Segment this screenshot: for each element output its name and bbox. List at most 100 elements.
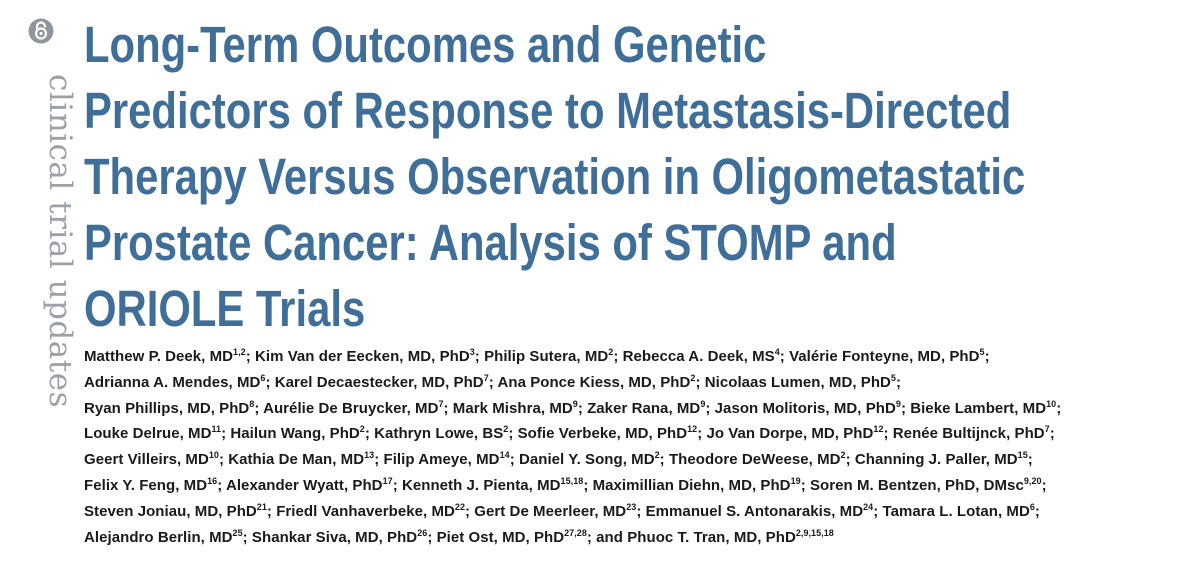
author-name: Hailun Wang, PhD bbox=[230, 425, 360, 443]
author-affiliation: 17 bbox=[382, 475, 393, 486]
author-affiliation: 9 bbox=[700, 398, 706, 409]
author: Kim Van der Eecken, MD, PhD3 bbox=[255, 348, 475, 366]
author-name: Karel Decaestecker, MD, PhD bbox=[274, 373, 484, 391]
author-affiliation: 13 bbox=[364, 450, 375, 461]
author-affiliation: 2 bbox=[654, 450, 660, 461]
author-name: Valérie Fonteyne, MD, PhD bbox=[789, 348, 980, 365]
author-separator: ; bbox=[374, 451, 384, 469]
author-name: Renée Bultijnck, PhD bbox=[892, 425, 1045, 443]
author: Ryan Phillips, MD, PhD8 bbox=[84, 398, 255, 417]
author-name: Felix Y. Feng, MD bbox=[84, 476, 208, 494]
author-name: Zaker Rana, MD bbox=[587, 399, 701, 417]
author-affiliation: 2 bbox=[690, 372, 696, 383]
author-affiliation: 22 bbox=[454, 501, 466, 512]
author: Ana Ponce Kiess, MD, PhD2 bbox=[497, 372, 696, 391]
author-separator: ; bbox=[636, 502, 646, 520]
author-affiliation: 9 bbox=[572, 398, 578, 409]
author: Philip Sutera, MD2 bbox=[484, 348, 613, 366]
author-affiliation: 2 bbox=[359, 424, 365, 435]
author-separator: ; bbox=[883, 425, 893, 443]
author: Piet Ost, MD, PhD27,28 bbox=[436, 528, 587, 546]
author-line: Alejandro Berlin, MD25; Shankar Siva, MD… bbox=[84, 525, 1190, 551]
author-affiliation: 25 bbox=[232, 527, 243, 538]
author-affiliation: 12 bbox=[873, 424, 884, 435]
author-line: Adrianna A. Mendes, MD6; Karel Decaestec… bbox=[84, 370, 1190, 396]
author: Emmanuel S. Antonarakis, MD24 bbox=[646, 501, 874, 520]
author: Alejandro Berlin, MD25 bbox=[84, 527, 243, 546]
author-name: Phuoc T. Tran, MD, PhD bbox=[627, 528, 796, 546]
author-name: Rebecca A. Deek, MS bbox=[622, 348, 775, 365]
author-separator: ; bbox=[800, 476, 810, 494]
author: Friedl Vanhaverbeke, MD22 bbox=[276, 501, 466, 520]
author-separator: ; bbox=[443, 399, 453, 417]
author: Theodore DeWeese, MD2 bbox=[668, 451, 846, 469]
author-separator: ; bbox=[218, 451, 229, 469]
author-separator: ; bbox=[900, 399, 911, 417]
author-name: Gert De Meerleer, MD bbox=[474, 502, 627, 520]
author: Mark Mishra, MD9 bbox=[453, 398, 578, 417]
author: Zaker Rana, MD9 bbox=[587, 398, 706, 417]
author: Aurélie De Bruycker, MD7 bbox=[263, 398, 444, 417]
author: Filip Ameye, MD14 bbox=[384, 450, 510, 469]
title-line: Prostate Cancer: Analysis of STOMP and bbox=[84, 214, 897, 271]
author-affiliation: 5 bbox=[979, 347, 985, 357]
author-affiliation: 2,9,15,18 bbox=[795, 527, 834, 538]
author-name: Piet Ost, MD, PhD bbox=[436, 528, 565, 546]
author-separator: ; bbox=[1027, 451, 1033, 469]
title-line: ORIOLE Trials bbox=[84, 280, 366, 337]
author-separator: ; bbox=[245, 348, 255, 365]
author-separator: ; bbox=[364, 425, 375, 443]
author-affiliation: 9 bbox=[895, 398, 901, 409]
author: Matthew P. Deek, MD1,2 bbox=[84, 347, 246, 366]
author-affiliation: 10 bbox=[208, 450, 219, 461]
author-affiliation: 7 bbox=[438, 398, 444, 409]
author-affiliation: 8 bbox=[249, 398, 255, 409]
author: Valérie Fonteyne, MD, PhD5 bbox=[789, 347, 985, 366]
author-separator: ; bbox=[984, 348, 990, 365]
author-name: Jo Van Dorpe, MD, PhD bbox=[706, 425, 874, 443]
author-name: Alejandro Berlin, MD bbox=[84, 528, 233, 546]
author-line: Geert Villeirs, MD10; Kathia De Man, MD1… bbox=[84, 447, 1190, 473]
title-line: Predictors of Response to Metastasis-Dir… bbox=[84, 82, 1012, 139]
author-separator: ; bbox=[1056, 399, 1062, 417]
author-line: Steven Joniau, MD, PhD21; Friedl Vanhave… bbox=[84, 499, 1190, 525]
author-name: Channing J. Paller, MD bbox=[854, 451, 1018, 469]
author-separator: ; bbox=[695, 373, 705, 391]
author-separator: ; bbox=[873, 502, 883, 520]
author-affiliation: 2 bbox=[503, 424, 509, 435]
author: Steven Joniau, MD, PhD21 bbox=[84, 502, 267, 520]
author-affiliation: 15,18 bbox=[560, 475, 584, 486]
author-separator: ; bbox=[265, 373, 275, 391]
open-access-icon bbox=[28, 18, 54, 44]
author-affiliation: 5 bbox=[890, 372, 896, 383]
author-affiliation: 26 bbox=[417, 527, 428, 538]
author-name: Shankar Siva, MD, PhD bbox=[251, 528, 418, 546]
author-line: Felix Y. Feng, MD16; Alexander Wyatt, Ph… bbox=[84, 473, 1190, 499]
author-affiliation: 23 bbox=[626, 501, 637, 512]
author-affiliation: 10 bbox=[1046, 398, 1057, 409]
author-name: Theodore DeWeese, MD bbox=[668, 451, 841, 469]
author-name: Maximillian Diehn, MD, PhD bbox=[592, 476, 791, 494]
author: Rebecca A. Deek, MS4 bbox=[622, 348, 780, 366]
author-separator: ; bbox=[509, 451, 519, 469]
author-separator: ; bbox=[1041, 476, 1047, 494]
author-name: Philip Sutera, MD bbox=[484, 348, 609, 365]
author: Tamara L. Lotan, MD6 bbox=[883, 502, 1035, 520]
author: Gert De Meerleer, MD23 bbox=[474, 501, 637, 520]
author-list: Matthew P. Deek, MD1,2; Kim Van der Eeck… bbox=[84, 344, 1190, 550]
author: Jason Molitoris, MD, PhD9 bbox=[715, 398, 901, 417]
title-line: Therapy Versus Observation in Oligometas… bbox=[84, 148, 1026, 205]
author-name: Geert Villeirs, MD bbox=[84, 451, 209, 469]
author-name: Alexander Wyatt, PhD bbox=[225, 476, 383, 494]
author-name: Friedl Vanhaverbeke, MD bbox=[276, 502, 455, 520]
author-affiliation: 1,2 bbox=[233, 347, 246, 357]
author-affiliation: 14 bbox=[499, 450, 510, 461]
author-affiliation: 24 bbox=[863, 501, 874, 512]
author: Geert Villeirs, MD10 bbox=[84, 450, 219, 469]
author: Channing J. Paller, MD15 bbox=[854, 451, 1028, 469]
author-line: Louke Delrue, MD11; Hailun Wang, PhD2; K… bbox=[84, 421, 1190, 447]
article-title: Long-Term Outcomes and Genetic Predictors… bbox=[84, 12, 1026, 342]
author-separator: ; bbox=[254, 399, 264, 417]
author-separator: ; bbox=[659, 451, 669, 469]
author: Soren M. Bentzen, PhD, DMsc9,20 bbox=[810, 476, 1042, 494]
